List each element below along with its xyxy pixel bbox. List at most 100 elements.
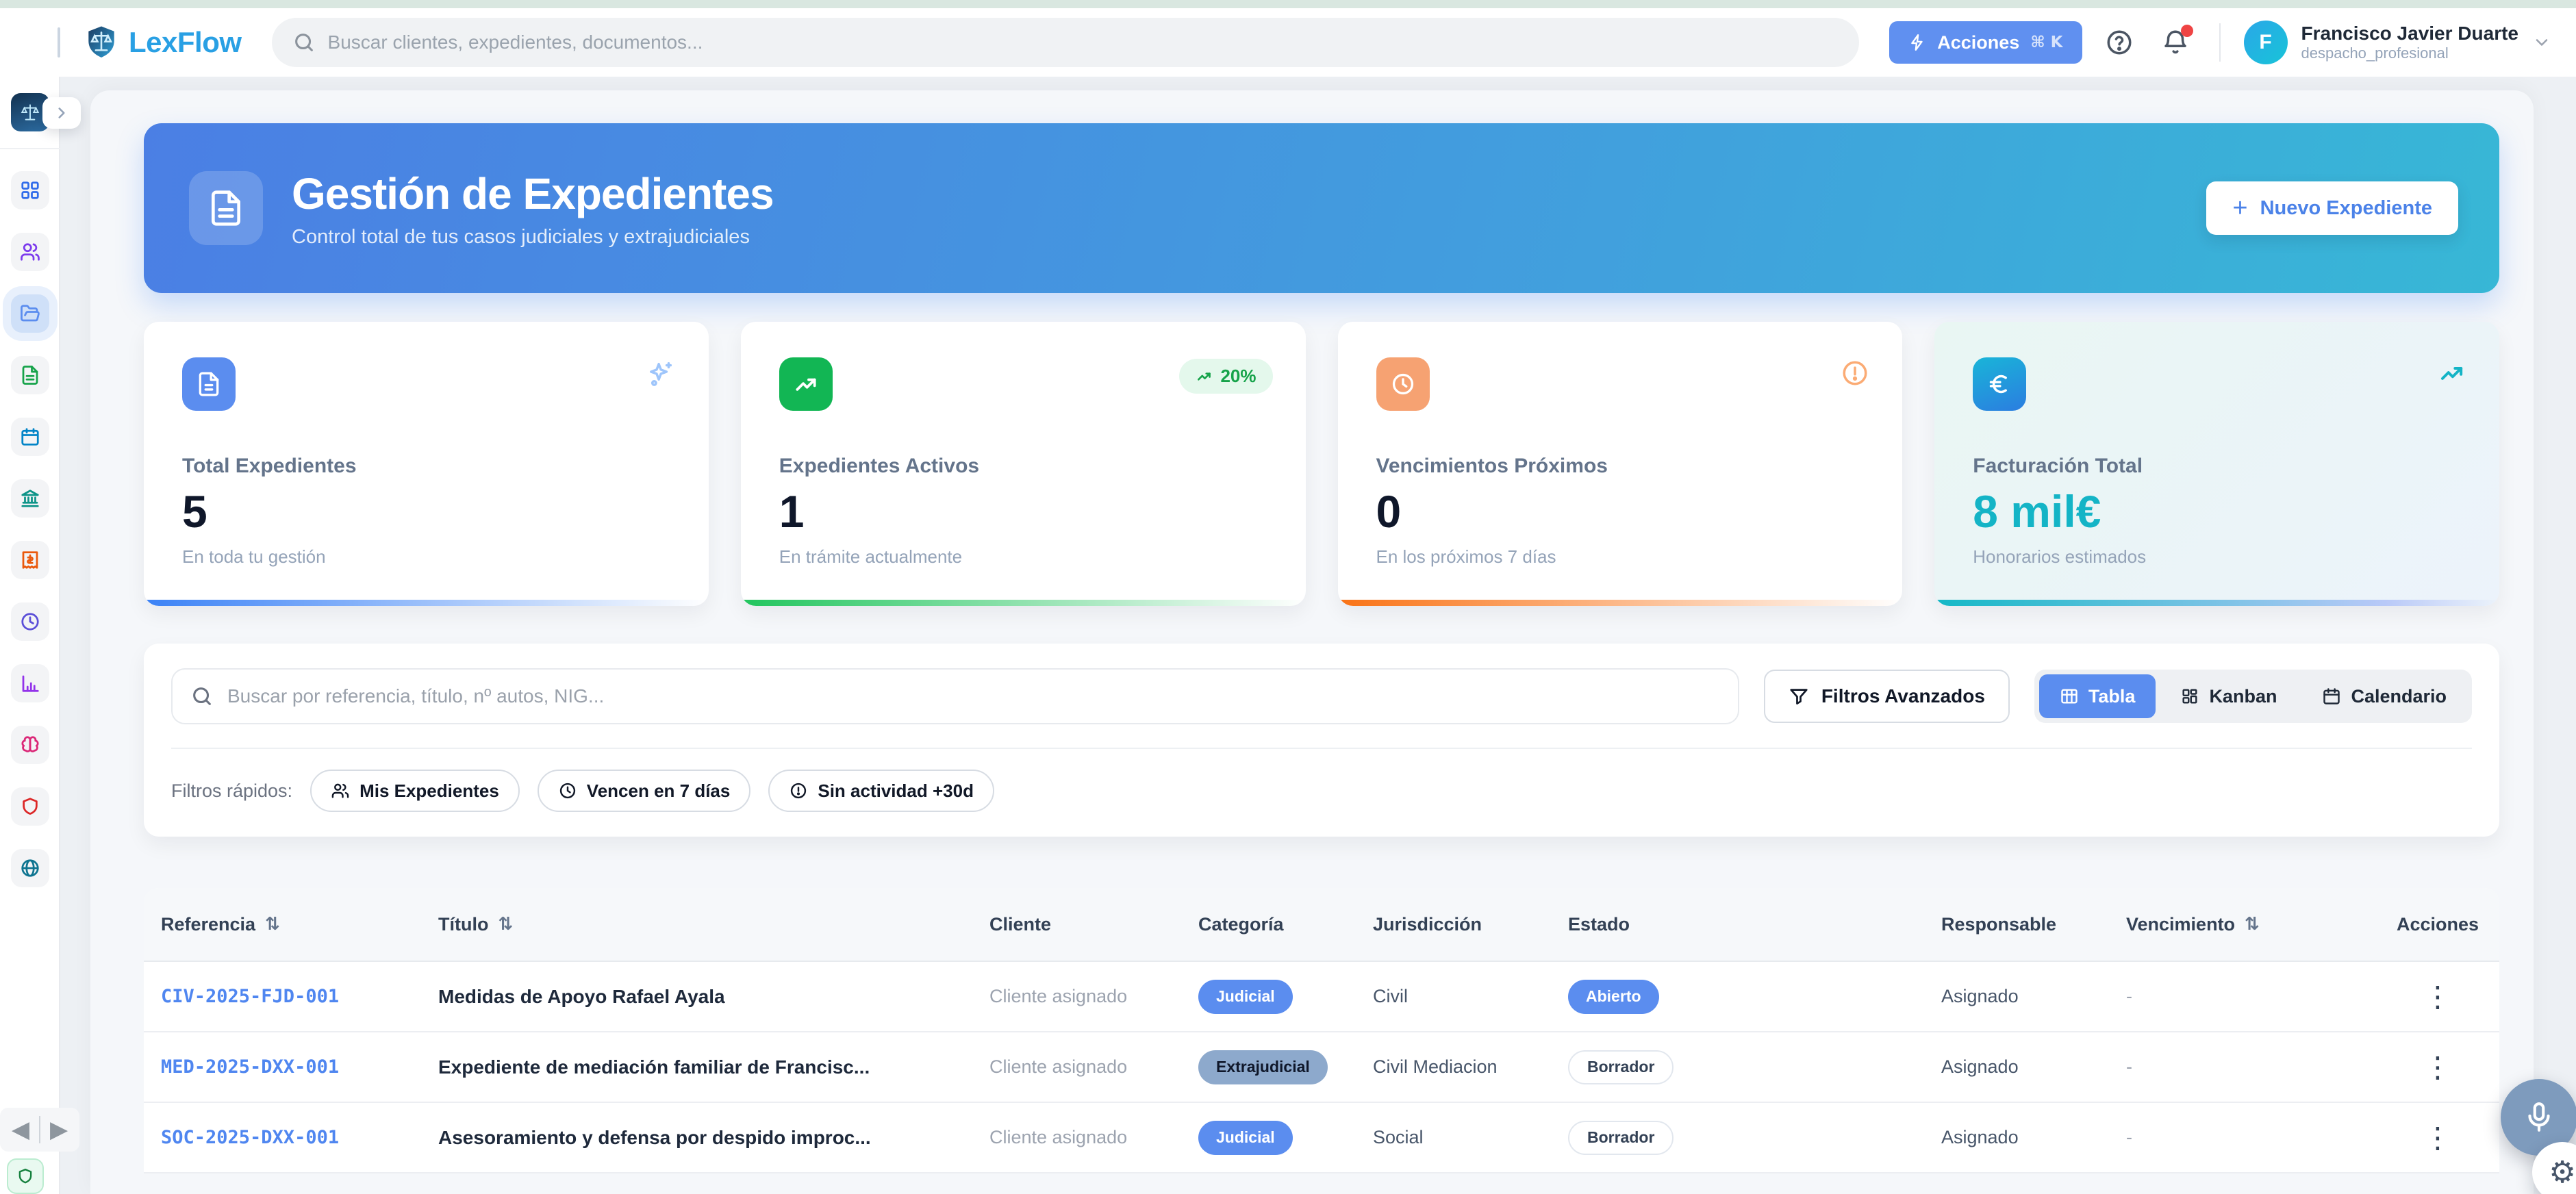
column-header-jurisdiccion: Jurisdicción	[1373, 913, 1482, 935]
forward-icon[interactable]: ▶	[50, 1116, 68, 1143]
column-header-vencimiento[interactable]: Vencimiento ⇅	[2126, 913, 2260, 935]
notification-dot	[2180, 25, 2193, 37]
expediente-title: Expediente de mediación familiar de Fran…	[438, 1056, 870, 1078]
sidebar-expand-button[interactable]	[42, 97, 81, 129]
global-search-input[interactable]	[327, 31, 1839, 53]
status-badge: Borrador	[1568, 1120, 1674, 1155]
sort-icon[interactable]: ⇅	[265, 914, 280, 935]
quick-filter-sin-actividad[interactable]: Sin actividad +30d	[768, 770, 994, 812]
sidebar-item-security[interactable]	[11, 787, 49, 826]
stat-caption: Honorarios estimados	[1973, 546, 2147, 567]
sidebar-item-ai-assistant[interactable]	[11, 726, 49, 764]
plus-icon: +	[2232, 194, 2248, 223]
table-row[interactable]: MED-2025-DXX-001 Expediente de mediación…	[144, 1032, 2499, 1103]
advanced-filters-button[interactable]: Filtros Avanzados	[1763, 670, 2010, 723]
clock-icon	[20, 611, 40, 632]
nav-divider	[39, 1116, 40, 1143]
privacy-extension-button[interactable]	[7, 1158, 44, 1194]
stat-label: Vencimientos Próximos	[1376, 455, 1608, 477]
stats-row: Total Expedientes 5 En toda tu gestión 2…	[144, 322, 2499, 606]
expediente-jurisdiction: Civil Mediacion	[1373, 1056, 1498, 1077]
sidebar-item-documents[interactable]	[11, 356, 49, 394]
expediente-search[interactable]	[171, 668, 1739, 724]
expediente-due-date: -	[2126, 986, 2132, 1006]
calendar-icon	[2322, 687, 2341, 706]
expediente-reference-link[interactable]: SOC-2025-DXX-001	[161, 1127, 340, 1148]
quick-filter-mis-expedientes[interactable]: Mis Expedientes	[310, 770, 520, 812]
sidebar-divider	[0, 148, 60, 149]
hero-text: Gestión de Expedientes Control total de …	[292, 168, 774, 249]
sidebar-item-billing[interactable]	[11, 541, 49, 579]
column-header-cliente: Cliente	[989, 913, 1052, 935]
stat-accent-bar	[1337, 600, 1903, 606]
new-expediente-button[interactable]: + Nuevo Expediente	[2206, 181, 2458, 235]
sort-icon[interactable]: ⇅	[498, 914, 514, 935]
shield-icon	[20, 796, 40, 817]
new-expediente-label: Nuevo Expediente	[2260, 196, 2432, 219]
kanban-icon	[2180, 687, 2199, 706]
column-header-referencia[interactable]: Referencia ⇅	[161, 913, 280, 935]
document-icon	[189, 171, 263, 245]
view-tab-calendario[interactable]: Calendario	[2301, 674, 2467, 718]
sidebar-item-courts[interactable]	[11, 479, 49, 518]
settings-fab[interactable]: ⚙	[2532, 1142, 2576, 1194]
landmark-icon	[20, 488, 40, 509]
sort-icon[interactable]: ⇅	[2245, 914, 2260, 935]
stat-accent-bar	[1934, 600, 2499, 606]
sidebar-item-portal[interactable]	[11, 849, 49, 887]
user-meta[interactable]: Francisco Javier Duarte despacho_profesi…	[2301, 23, 2519, 62]
expedientes-table: Referencia ⇅ Título ⇅ Cliente Categoría Ju…	[144, 888, 2499, 1173]
sidebar-item-dashboard[interactable]	[11, 171, 49, 209]
notifications-button[interactable]	[2156, 23, 2195, 62]
advanced-filters-label: Filtros Avanzados	[1821, 685, 1985, 707]
back-icon[interactable]: ◀	[11, 1116, 29, 1143]
trending-up-icon	[2438, 359, 2466, 388]
actions-label: Acciones	[1937, 31, 2020, 53]
column-header-categoria: Categoría	[1198, 913, 1284, 935]
view-tab-kanban[interactable]: Kanban	[2160, 674, 2297, 718]
brand-name: LexFlow	[129, 26, 242, 58]
expediente-reference-link[interactable]: CIV-2025-FJD-001	[161, 986, 340, 1007]
row-actions-menu[interactable]: ⋮	[2423, 1120, 2452, 1154]
stat-accent-bar	[144, 600, 709, 606]
expediente-reference-link[interactable]: MED-2025-DXX-001	[161, 1056, 340, 1078]
actions-button[interactable]: Acciones ⌘ K	[1889, 21, 2082, 64]
row-actions-menu[interactable]: ⋮	[2423, 1050, 2452, 1084]
brand-logo[interactable]: LexFlow	[84, 25, 242, 60]
quick-filters-label: Filtros rápidos:	[171, 780, 293, 801]
table-row[interactable]: CIV-2025-FJD-001 Medidas de Apoyo Rafael…	[144, 962, 2499, 1032]
sidebar-item-expedientes[interactable]	[11, 294, 49, 333]
avatar-initial: F	[2259, 31, 2272, 53]
column-header-titulo[interactable]: Título ⇅	[438, 913, 514, 935]
file-text-icon	[20, 365, 40, 385]
row-actions-menu[interactable]: ⋮	[2423, 979, 2452, 1013]
user-avatar[interactable]: F	[2243, 21, 2288, 64]
view-tab-label: Kanban	[2209, 685, 2277, 707]
alert-circle-icon	[1841, 359, 1869, 388]
sidebar-item-calendar[interactable]	[11, 418, 49, 456]
quick-filter-vencen-7-dias[interactable]: Vencen en 7 días	[537, 770, 751, 812]
stat-caption: En trámite actualmente	[779, 546, 963, 567]
euro-icon	[1973, 357, 2027, 411]
stat-caption: En los próximos 7 días	[1376, 546, 1556, 567]
view-tab-tabla[interactable]: Tabla	[2038, 674, 2156, 718]
chevron-down-icon[interactable]	[2532, 33, 2551, 52]
trend-arrow-icon	[1198, 372, 1211, 381]
expediente-search-input[interactable]	[227, 685, 1720, 707]
sidebar-item-time-tracking[interactable]	[11, 602, 49, 641]
green-shield-icon	[16, 1167, 34, 1185]
help-button[interactable]	[2100, 23, 2138, 62]
column-header-estado: Estado	[1568, 913, 1630, 935]
sidebar-collapse-handle[interactable]	[58, 27, 60, 58]
expediente-due-date: -	[2126, 1056, 2132, 1077]
table-row[interactable]: SOC-2025-DXX-001 Asesoramiento y defensa…	[144, 1103, 2499, 1173]
toolbar-divider	[171, 748, 2472, 749]
bar-chart-icon	[20, 673, 40, 694]
table-header: Referencia ⇅ Título ⇅ Cliente Categoría Ju…	[144, 888, 2499, 962]
expediente-client: Cliente asignado	[989, 1127, 1128, 1147]
global-search[interactable]	[271, 18, 1860, 67]
user-name: Francisco Javier Duarte	[2301, 23, 2519, 45]
sidebar-nav	[11, 171, 49, 887]
sidebar-item-analytics[interactable]	[11, 664, 49, 702]
sidebar-item-clients[interactable]	[11, 233, 49, 271]
